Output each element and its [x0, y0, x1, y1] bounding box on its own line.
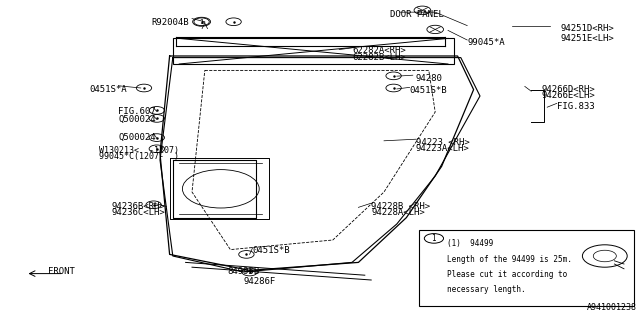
Text: 84995B: 84995B	[227, 267, 259, 276]
Text: 62282B<LH>: 62282B<LH>	[352, 53, 406, 62]
Text: 1: 1	[200, 19, 204, 25]
Text: 94266E<LH>: 94266E<LH>	[541, 91, 595, 100]
Text: Q500024: Q500024	[118, 115, 156, 124]
Text: 99045*C(1207-  ): 99045*C(1207- )	[99, 152, 179, 161]
Text: 0451S*B: 0451S*B	[410, 86, 447, 95]
Text: Please cut it according to: Please cut it according to	[447, 270, 567, 279]
Text: 94223A<LH>: 94223A<LH>	[416, 144, 470, 153]
Text: 94228A<LH>: 94228A<LH>	[371, 208, 425, 217]
Text: DOOR PANEL: DOOR PANEL	[390, 10, 444, 19]
Text: 0451S*B: 0451S*B	[253, 246, 291, 255]
Text: 94223 <RH>: 94223 <RH>	[416, 138, 470, 147]
Text: 94236B<RH>: 94236B<RH>	[112, 202, 166, 211]
Text: 94236C<LH>: 94236C<LH>	[112, 208, 166, 217]
Text: 99045*A: 99045*A	[467, 38, 505, 47]
Text: W130213<  -1207): W130213< -1207)	[99, 146, 179, 155]
Text: necessary length.: necessary length.	[447, 285, 525, 294]
Text: 62282A<RH>: 62282A<RH>	[352, 46, 406, 55]
Text: Length of the 94499 is 25m.: Length of the 94499 is 25m.	[447, 255, 572, 264]
Text: A941001238: A941001238	[587, 303, 637, 312]
Text: 94251E<LH>: 94251E<LH>	[561, 34, 614, 43]
Text: 0451S*A: 0451S*A	[90, 85, 127, 94]
Text: FRONT: FRONT	[48, 267, 75, 276]
Text: 94286F: 94286F	[243, 277, 275, 286]
Text: R92004B: R92004B	[151, 18, 189, 27]
Text: 94266D<RH>: 94266D<RH>	[541, 85, 595, 94]
Text: FIG.833: FIG.833	[557, 102, 595, 111]
Text: 1: 1	[431, 234, 436, 243]
Text: 94251D<RH>: 94251D<RH>	[561, 24, 614, 33]
Text: 94228B <RH>: 94228B <RH>	[371, 202, 430, 211]
Text: Q500024: Q500024	[118, 133, 156, 142]
Text: FIG.607: FIG.607	[118, 107, 156, 116]
Bar	[419, 230, 634, 306]
Text: (1)  94499: (1) 94499	[447, 239, 493, 248]
Text: 94280: 94280	[416, 74, 443, 83]
